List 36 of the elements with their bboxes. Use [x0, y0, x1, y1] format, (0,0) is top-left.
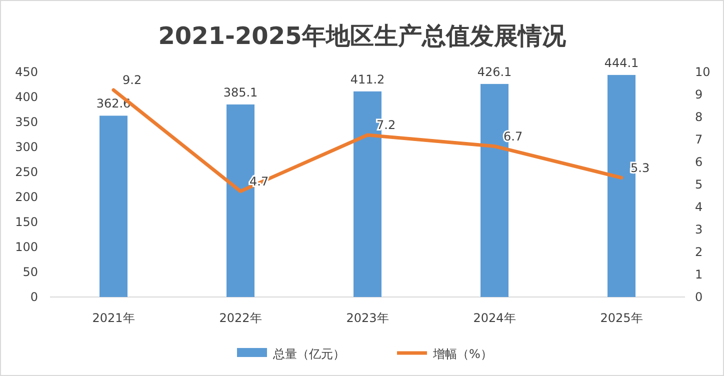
legend-label: 增幅（%）	[432, 347, 492, 361]
bar	[100, 116, 128, 297]
y2-tick-label: 7	[695, 132, 703, 146]
data-label: 444.1	[604, 56, 639, 70]
y-tick-label: 450	[15, 65, 38, 79]
x-tick-label: 2022年	[219, 311, 262, 325]
y-tick-label: 350	[15, 115, 38, 129]
y2-tick-label: 5	[695, 178, 703, 192]
legend-label: 总量（亿元）	[272, 347, 345, 361]
chart-title: 2021-2025年地区生产总值发展情况	[158, 22, 567, 50]
y-tick-label: 100	[15, 240, 38, 254]
x-tick-label: 2025年	[600, 311, 643, 325]
data-label: 385.1	[223, 85, 258, 100]
y-tick-label: 150	[15, 215, 38, 229]
y-tick-label: 50	[22, 265, 38, 279]
y2-tick-label: 3	[695, 222, 703, 236]
y-tick-label: 200	[15, 190, 38, 204]
y2-tick-label: 6	[695, 155, 703, 169]
y-tick-label: 0	[30, 290, 38, 304]
x-tick-label: 2021年	[92, 311, 135, 325]
y2-tick-label: 9	[695, 88, 703, 102]
x-tick-label: 2024年	[473, 311, 516, 325]
data-label: 9.2	[122, 73, 142, 87]
y2-tick-label: 10	[695, 65, 710, 79]
data-label: 4.7	[250, 174, 269, 188]
x-tick-label: 2023年	[346, 311, 389, 325]
y-tick-label: 250	[15, 165, 38, 179]
y2-tick-label: 4	[695, 200, 703, 214]
y2-tick-label: 8	[695, 110, 703, 124]
y2-tick-label: 2	[695, 245, 703, 259]
data-label: 411.2	[350, 72, 385, 86]
y-tick-label: 400	[15, 90, 38, 104]
y-tick-label: 300	[15, 140, 38, 154]
data-label: 426.1	[477, 64, 512, 79]
y2-tick-label: 1	[695, 268, 703, 282]
y2-tick-label: 0	[695, 290, 703, 304]
